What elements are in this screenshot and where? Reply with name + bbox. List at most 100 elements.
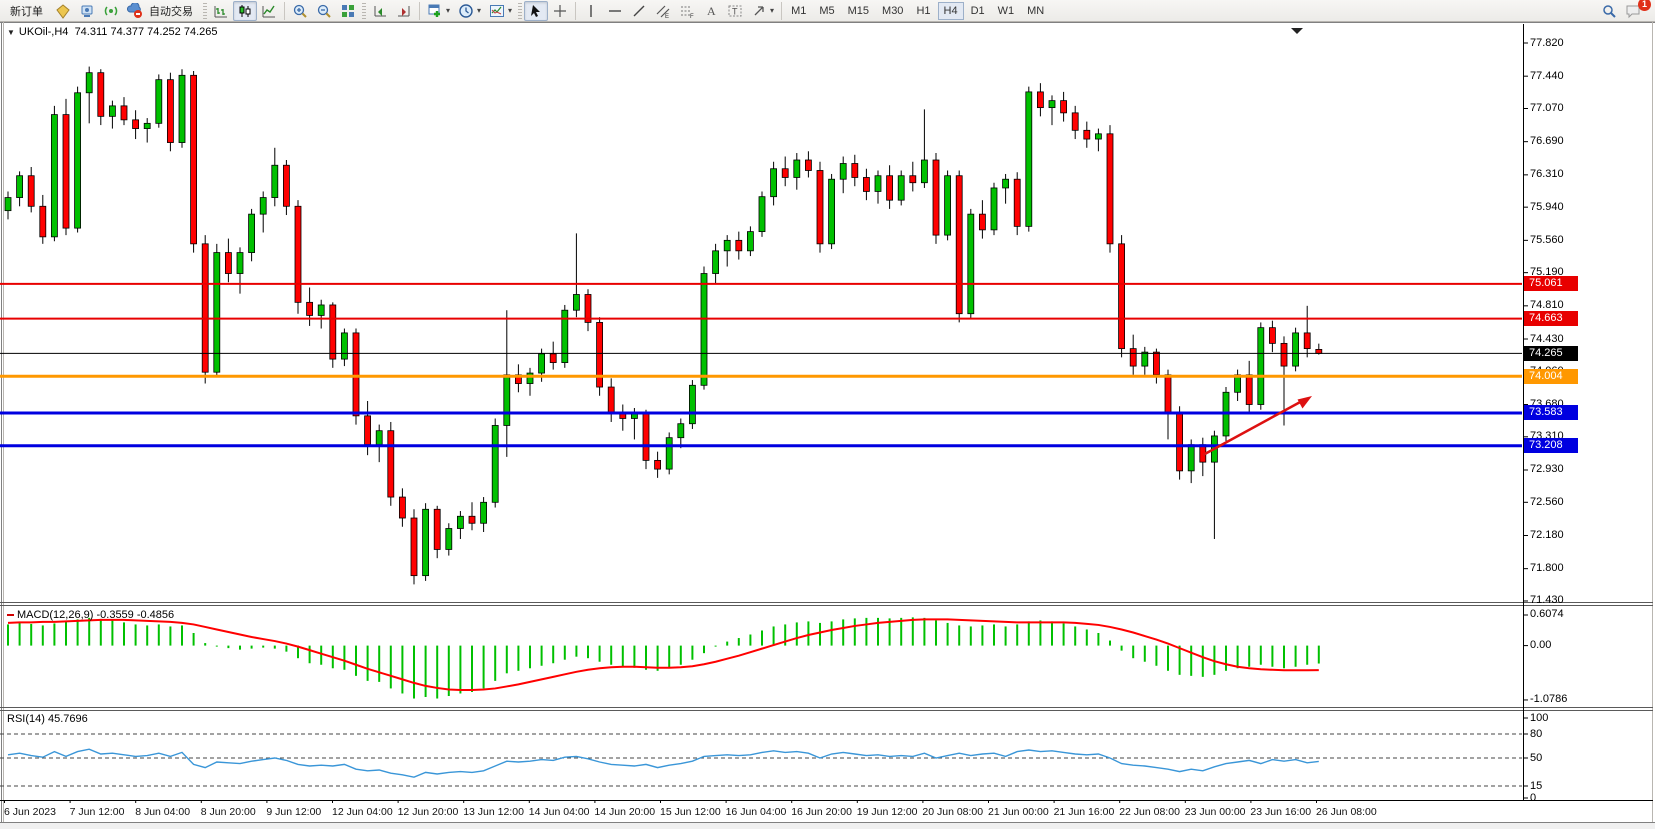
timeframe-button-m5[interactable]: M5 (819, 4, 835, 17)
candle-body (874, 175, 882, 192)
candle-body (340, 332, 348, 360)
candle-body (491, 425, 499, 503)
auto-trading-label: 自动交易 (149, 5, 193, 18)
candle-body (561, 309, 569, 363)
profiles-button[interactable]: ▾ (485, 1, 516, 21)
price-tick-label: 72.930 (1530, 463, 1564, 476)
candle-body (909, 175, 917, 184)
candle-body (503, 374, 511, 426)
cursor-button[interactable] (524, 0, 549, 21)
period-clock-icon (458, 3, 474, 19)
time-axis-label: 23 Jun 00:00 (1184, 806, 1246, 818)
candle-body (1292, 332, 1299, 367)
dropdown-caret-icon: ▾ (770, 6, 775, 15)
candle-body (1025, 91, 1033, 227)
candle-body (85, 72, 93, 94)
arrows-button[interactable]: ▾ (747, 1, 778, 21)
timeframe-button-h4[interactable]: H4 (937, 1, 964, 20)
tile-windows-button[interactable] (336, 1, 360, 21)
timeframe-button-d1[interactable]: D1 (970, 4, 985, 17)
candle-body (770, 168, 777, 198)
chart-canvas[interactable] (0, 22, 1655, 829)
price-tick-label: 71.800 (1530, 562, 1564, 575)
candle-body (758, 196, 766, 233)
timeframe-button-mn[interactable]: MN (1027, 4, 1045, 17)
chart-shift-button[interactable] (392, 1, 416, 21)
macd-tick-label: 0.00 (1530, 639, 1552, 652)
new-chart-button[interactable]: ▾ (423, 1, 454, 21)
metaeditor-icon (55, 3, 71, 19)
bar-chart-button[interactable] (209, 1, 233, 21)
time-axis-label: 6 Jun 2023 (4, 806, 56, 818)
candle-body (1187, 444, 1195, 472)
signals-button[interactable] (99, 1, 123, 21)
equidistant-channel-icon: E (655, 3, 671, 19)
symbol-collapse-icon: ▼ (7, 28, 15, 37)
candle-body (352, 332, 360, 417)
time-axis-label: 8 Jun 04:00 (135, 806, 191, 818)
horizontal-line-button[interactable] (603, 1, 627, 21)
metaeditor-button[interactable] (51, 1, 75, 21)
period-clock-button[interactable]: ▾ (454, 1, 485, 21)
macd-pane[interactable] (7, 617, 1320, 699)
timeframe-button-m30[interactable]: M30 (882, 4, 904, 17)
auto-scroll-icon (372, 3, 388, 19)
zoom-in-button[interactable] (288, 1, 312, 21)
search-button[interactable] (1597, 1, 1621, 21)
notifications-button[interactable]: 1 (1621, 0, 1651, 21)
rsi-pane[interactable] (0, 733, 1522, 787)
candle-body (863, 177, 870, 192)
trendline-button[interactable] (627, 1, 651, 21)
trend-arrow[interactable] (1202, 396, 1312, 457)
new-order-button[interactable]: 新订单 (2, 1, 51, 21)
timeframe-button-w1[interactable]: W1 (997, 4, 1015, 17)
candle-body (735, 239, 743, 252)
candle-body (1315, 349, 1323, 354)
candle-body (665, 437, 673, 470)
auto-trading-icon (127, 2, 143, 19)
notification-badge: 1 (1638, 0, 1651, 11)
time-axis-label: 14 Jun 04:00 (528, 806, 590, 818)
candle-body (1118, 243, 1125, 350)
symbol-label: UKOil-,H4 (18, 26, 69, 38)
virtual-hosting-button[interactable] (75, 1, 99, 21)
ohlc-values: 74.311 74.377 74.252 74.265 (74, 26, 218, 38)
macd-name: MACD(12,26,9) (17, 609, 94, 621)
vertical-line-button[interactable] (579, 1, 603, 21)
candle-body (1303, 332, 1311, 350)
candle-body (712, 250, 719, 274)
candle-body (932, 159, 940, 236)
candle-body (793, 159, 801, 178)
price-tick-label: 75.190 (1530, 266, 1564, 279)
auto-scroll-button[interactable] (368, 1, 392, 21)
timeframe-button-m1[interactable]: M1 (791, 4, 807, 17)
price-tick-label: 76.690 (1530, 135, 1564, 148)
candlesticks[interactable] (4, 66, 1323, 585)
text-button[interactable]: A (699, 1, 723, 21)
candle-body (375, 430, 383, 446)
candle-body (294, 205, 302, 303)
auto-trading-button[interactable]: 自动交易 (123, 1, 201, 21)
text-icon: A (703, 3, 719, 19)
candle-body (1037, 91, 1044, 109)
rsi-value: 45.7696 (47, 713, 88, 725)
fibonacci-button[interactable]: F (675, 1, 699, 21)
toolbar-grip (362, 2, 366, 19)
text-label-icon: T (727, 3, 743, 19)
line-chart-button[interactable] (257, 1, 281, 21)
text-label-button[interactable]: T (723, 1, 747, 21)
candle-body (654, 459, 661, 470)
equidistant-channel-button[interactable]: E (651, 1, 675, 21)
crosshair-button[interactable] (548, 1, 572, 21)
timeframe-button-m15[interactable]: M15 (847, 4, 870, 17)
candle-body (433, 508, 441, 550)
time-axis-label: 23 Jun 16:00 (1250, 806, 1312, 818)
candle-body (306, 301, 314, 316)
zoom-out-button[interactable] (312, 1, 336, 21)
candle-body (201, 243, 209, 373)
candlestick-chart-button[interactable] (233, 0, 257, 21)
chart-window[interactable]: ▼ UKOil-,H4 74.311 74.377 74.252 74.265 M… (0, 22, 1655, 829)
trendline-icon (631, 3, 647, 19)
time-axis-label: 8 Jun 20:00 (200, 806, 256, 818)
timeframe-button-h1[interactable]: H1 (916, 4, 931, 17)
